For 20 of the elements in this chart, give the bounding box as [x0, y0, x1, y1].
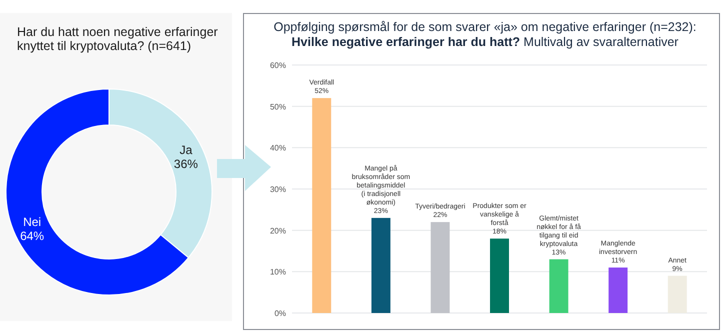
data-label: 36% [174, 156, 198, 171]
y-tick-label: 60% [270, 61, 286, 70]
bar [312, 98, 332, 313]
slice-label: Ja [180, 142, 193, 157]
slice-label: Nei [23, 215, 42, 230]
bar [608, 268, 628, 313]
bar [490, 238, 509, 313]
y-tick-label: 10% [270, 268, 286, 277]
chart-subtitle: Hvilke negative erfaringer har du hatt? Multivalg av svaralternativer [292, 35, 678, 49]
chart-title: Oppfølging spørsmål for de som svarer «ja» om negative erfaringer (n=232): [274, 20, 696, 34]
y-tick-label: 40% [270, 144, 286, 153]
bar [430, 222, 450, 313]
y-tick-label: 0% [274, 309, 286, 318]
y-tick-label: 50% [270, 102, 286, 112]
chart-title: Har du hatt noen negative erfaringer knyttet til kryptovaluta? (n=641) [17, 25, 218, 53]
bar [549, 259, 568, 313]
bar [371, 218, 390, 313]
data-label: 64% [20, 229, 44, 244]
y-tick-label: 20% [270, 226, 286, 236]
y-tick-label: 30% [270, 185, 286, 194]
